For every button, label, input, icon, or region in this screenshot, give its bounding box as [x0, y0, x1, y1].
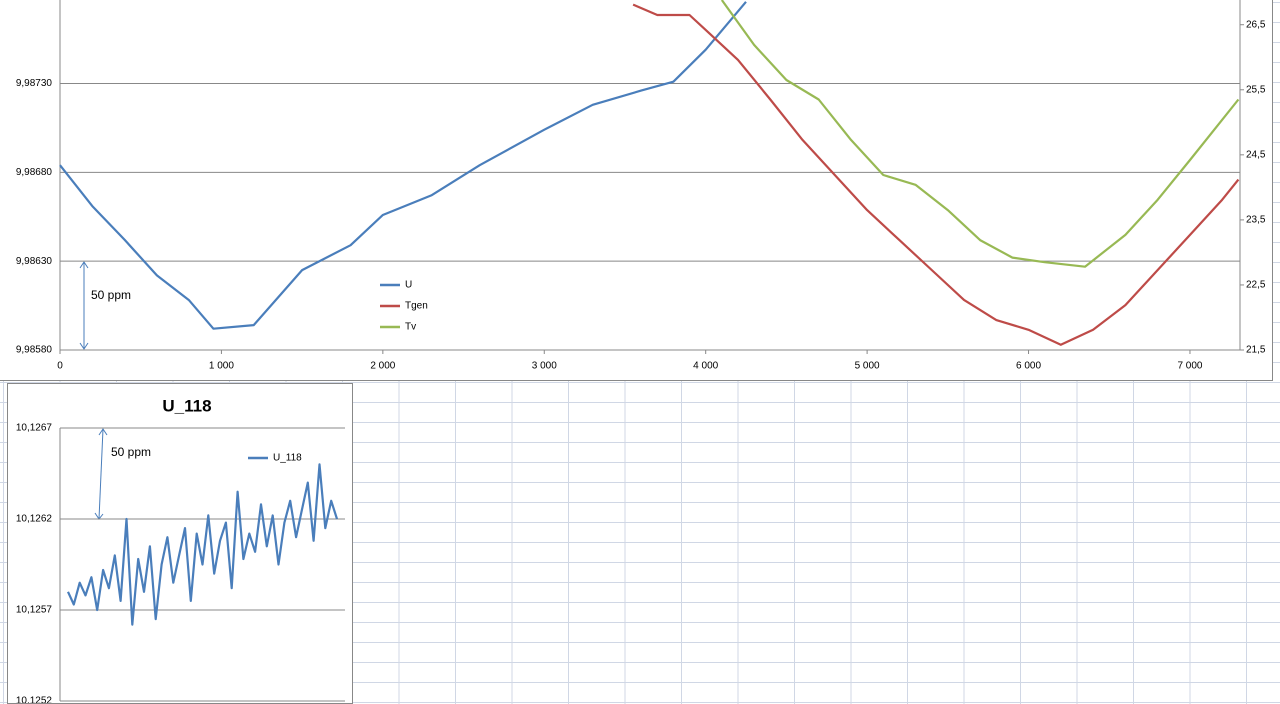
y-tick-label: 9,98680 [16, 167, 53, 178]
y2-tick-label: 21,5 [1246, 345, 1266, 356]
series-line [720, 0, 1240, 268]
y-tick-label: 9,98630 [16, 256, 53, 267]
y-tick-label: 9,98580 [16, 345, 53, 356]
annotation: 50 ppm [111, 445, 151, 459]
y-tick-label: 10,1252 [16, 696, 53, 704]
y2-tick-label: 23,5 [1246, 215, 1266, 226]
y2-tick-label: 22,5 [1246, 280, 1266, 291]
x-tick-label: 6 000 [1016, 361, 1041, 372]
series-line [66, 463, 339, 626]
y-tick-label: 10,1267 [16, 423, 53, 434]
y-tick-label: 9,98730 [16, 78, 53, 89]
legend-label: Tv [405, 322, 416, 333]
x-tick-label: 7 000 [1177, 361, 1202, 372]
y2-tick-label: 26,5 [1246, 19, 1266, 30]
y-tick-label: 10,1257 [16, 605, 53, 616]
y2-tick-label: 24,5 [1246, 149, 1266, 160]
x-tick-label: 3 000 [532, 361, 557, 372]
x-tick-label: 1 000 [209, 361, 234, 372]
chart-main: 50 ppm 9,98580 9,98630 9,98680 9,98730 21,5 2… [0, 0, 1273, 381]
x-tick-label: 2 000 [370, 361, 395, 372]
x-tick-label: 5 000 [855, 361, 880, 372]
annotation-arrow [79, 261, 89, 350]
x-tick-label: 4 000 [693, 361, 718, 372]
series-line [59, 1, 747, 330]
x-tick-label: 0 [57, 361, 63, 372]
chart-title: U_118 [162, 396, 211, 415]
series-line [632, 3, 1240, 346]
legend-label: Tgen [405, 301, 428, 312]
legend-label: U_118 [273, 453, 302, 464]
chart-u118: U_118 50 ppm 10,1267 10,1262 10,1257 10,125… [7, 383, 353, 704]
y-tick-label: 10,1262 [16, 514, 53, 525]
y2-tick-label: 25,5 [1246, 84, 1266, 95]
annotation: 50 ppm [91, 288, 131, 302]
legend-label: U [405, 280, 412, 291]
annotation-arrow [94, 428, 108, 520]
